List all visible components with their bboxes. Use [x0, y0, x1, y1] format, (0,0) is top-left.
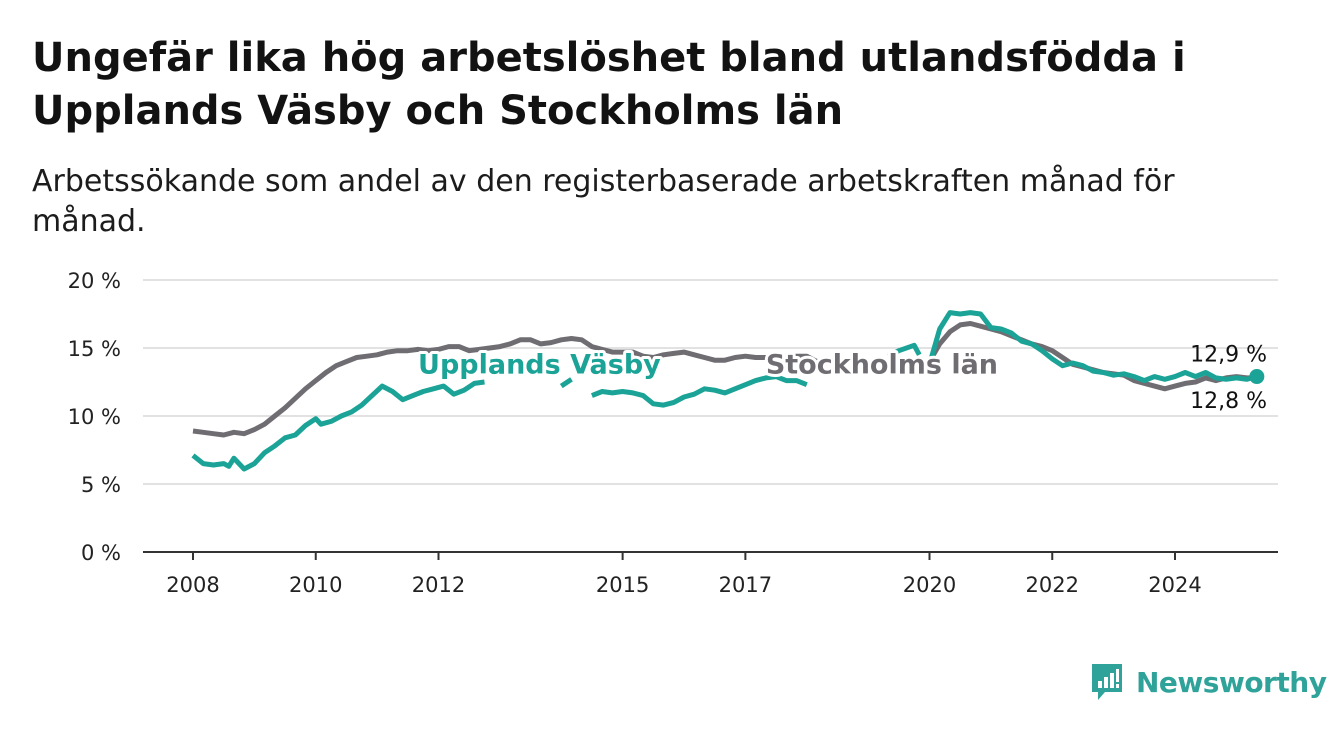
series-line-upplands-v-sby [191, 379, 485, 472]
y-tick-label: 15 % [68, 337, 121, 361]
x-tick-labels: 2008 2010 2012 2015 2017 2020 2022 2024 [166, 552, 1202, 597]
series-line-upplands-v-sby [559, 377, 573, 389]
x-tick-label: 2015 [596, 573, 649, 597]
series-label-upplands-v-sby: Upplands Väsby [418, 349, 661, 380]
newsworthy-logo-icon [1092, 664, 1122, 700]
y-tick-labels: 0 % 5 % 10 % 15 % 20 % [68, 269, 121, 565]
chart-subtitle: Arbetssökande som andel av den registerb… [32, 164, 1175, 239]
series-labels: Stockholms län 12,8 % Upplands Väsby 12,9 % [415, 343, 1267, 414]
end-point-upplands-v-sby [1249, 369, 1265, 385]
series-line-upplands-v-sby [927, 310, 1258, 384]
series-line-stockholms-l-n [192, 336, 828, 438]
x-tick-label: 2022 [1026, 573, 1079, 597]
end-label-upplands-v-sby: 12,9 % [1190, 343, 1267, 368]
series-line-upplands-v-sby [887, 342, 922, 359]
y-tick-label: 0 % [81, 541, 121, 565]
line-chart: 0 %5 %10 %15 %20 % 2008 2010 2012 2015 2017 2… [68, 269, 1278, 597]
x-tick-label: 2020 [903, 573, 956, 597]
y-tick-label: 20 % [68, 269, 121, 293]
y-tick-label: 5 % [81, 473, 121, 497]
x-tick-label: 2017 [719, 573, 772, 597]
newsworthy-logo: Newsworthy [1089, 660, 1327, 704]
chart-title: Ungefär lika hög arbetslöshet bland utla… [32, 35, 1186, 134]
x-tick-label: 2024 [1148, 573, 1201, 597]
x-tick-label: 2008 [166, 573, 219, 597]
series-lines [191, 310, 1258, 472]
brand-name: Newsworthy [1136, 665, 1327, 699]
end-label-stockholms-l-n: 12,8 % [1190, 389, 1267, 414]
x-tick-label: 2012 [412, 573, 465, 597]
series-label-stockholms-l-n: Stockholms län [766, 349, 998, 380]
series-line-upplands-v-sby [590, 374, 808, 408]
x-tick-label: 2010 [289, 573, 342, 597]
y-tick-label: 10 % [68, 405, 121, 429]
y-gridlines [143, 279, 1278, 553]
